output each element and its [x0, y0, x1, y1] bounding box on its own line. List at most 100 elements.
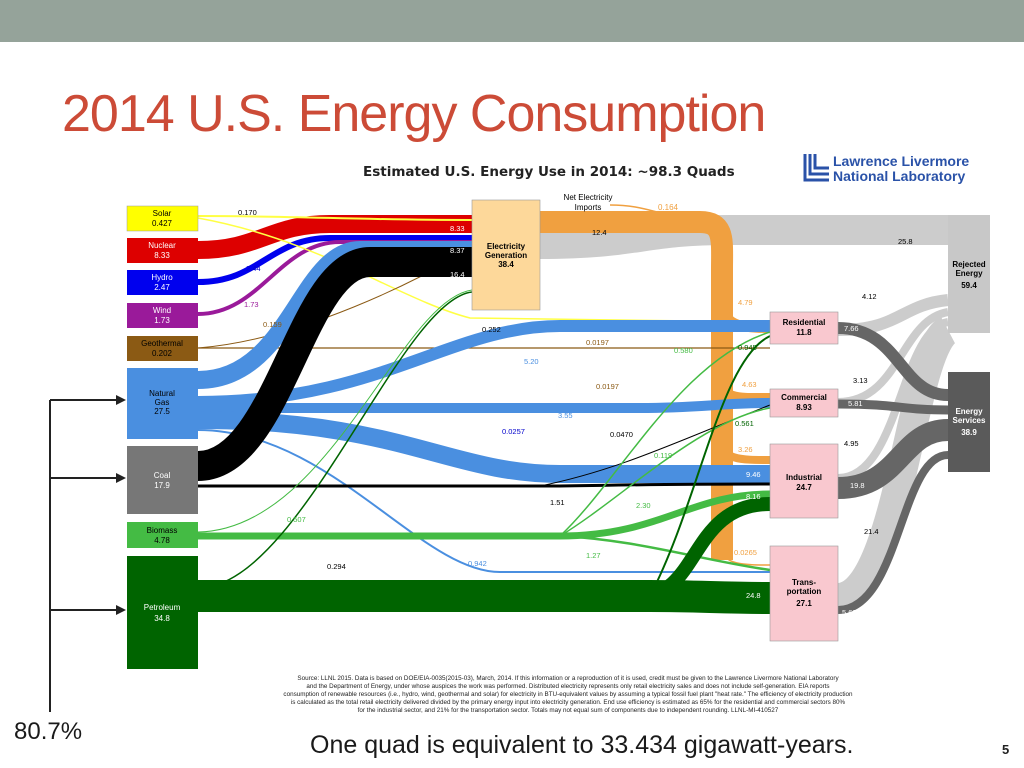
rejected-name: Rejected Energy — [952, 260, 985, 278]
elec-name: Electricity Generation — [485, 242, 527, 260]
flow-solar-elec — [197, 215, 473, 221]
flow-hydro — [197, 235, 472, 285]
source-petroleum-value: 34.8 — [154, 614, 170, 623]
flow-label: 25.8 — [898, 237, 913, 246]
source-petroleum: Petroleum 34.8 — [127, 556, 198, 669]
flow-label: 8.16 — [746, 492, 761, 501]
flow-petro-res — [649, 335, 771, 597]
flow-gas-ind — [197, 411, 770, 483]
flow-biomass-trans — [559, 534, 771, 572]
flow-label: 0.0470 — [610, 430, 633, 439]
energy-services-box: Energy Services 38.9 — [948, 372, 990, 472]
source-geothermal-value: 0.202 — [152, 349, 173, 358]
flow-trans-services — [837, 451, 949, 614]
source-note: Source: LLNL 2015. Data is based on DOE/… — [283, 675, 853, 714]
flow-label: 5.68 — [842, 608, 857, 617]
flow-label: 0.170 — [238, 208, 257, 217]
source-line: is calculated as the total retail electr… — [291, 699, 846, 706]
chart-title: Estimated U.S. Energy Use in 2014: ~98.3… — [363, 164, 735, 180]
flow-label: 12.4 — [592, 228, 607, 237]
source-biomass: Biomass 4.78 — [127, 522, 198, 548]
flow-coal-elec — [196, 247, 472, 481]
arrow-icon — [116, 605, 126, 615]
flow-elec-com — [717, 379, 771, 404]
flow-label: 4.63 — [742, 380, 757, 389]
flow-elec-sectors — [540, 211, 734, 560]
flow-label: 0.507 — [287, 515, 306, 524]
source-gas-name-l2: Gas — [155, 398, 170, 407]
source-biomass-value: 4.78 — [154, 536, 170, 545]
fossil-share-label: 80.7% — [14, 718, 83, 745]
flow-label: 0.580 — [674, 346, 693, 355]
quad-note: One quad is equivalent to 33.434 gigawat… — [310, 731, 854, 759]
sector-residential: Residential 11.8 — [769, 311, 839, 345]
arrow-icon — [116, 395, 126, 405]
llnl-logo: Lawrence Livermore National Laboratory — [803, 153, 969, 184]
sector-commercial-value: 8.93 — [796, 403, 812, 412]
sector-industrial: Industrial 24.7 — [769, 443, 839, 519]
rejected-value: 59.4 — [961, 281, 977, 290]
source-hydro: Hydro 2.47 — [127, 270, 198, 295]
source-geothermal: Geothermal 0.202 — [127, 336, 198, 361]
flow-elec-ind — [718, 439, 771, 464]
flow-net-imports — [609, 204, 701, 219]
electricity-generation-box: Electricity Generation 38.4 — [471, 199, 541, 311]
source-petroleum-name: Petroleum — [144, 603, 181, 612]
source-gas-name: Natural Gas — [149, 389, 175, 407]
fossil-bracket — [49, 395, 126, 712]
flow-label: 4.79 — [738, 298, 753, 307]
sector-commercial: Commercial 8.93 — [769, 388, 839, 418]
flow-res-services — [837, 322, 949, 401]
flow-petro-trans — [198, 580, 771, 614]
flow-label: 0.945 — [738, 343, 757, 352]
net-imports-value: 0.164 — [658, 203, 679, 212]
flow-label: 2.44 — [246, 264, 261, 273]
llnl-logo-icon — [803, 153, 829, 182]
flow-label: 2.30 — [636, 501, 651, 510]
flow-label: 4.95 — [844, 439, 859, 448]
flow-biomass-com — [559, 407, 771, 537]
source-coal-name: Coal — [154, 471, 171, 480]
flow-label: 8.33 — [450, 224, 465, 233]
logo-line1: Lawrence Livermore — [833, 153, 969, 169]
source-nuclear-name: Nuclear — [148, 241, 176, 250]
services-value: 38.9 — [961, 428, 977, 437]
flow-trans-rejected — [835, 316, 958, 613]
flow-label: 1.27 — [586, 551, 601, 560]
slide-top-bar — [0, 0, 1024, 42]
flow-label: 5.81 — [848, 399, 863, 408]
flow-label: 24.8 — [746, 591, 761, 600]
flow-label: 1.73 — [244, 300, 259, 309]
source-coal-value: 17.9 — [154, 481, 170, 490]
source-hydro-name: Hydro — [151, 273, 173, 282]
sector-boxes: Residential 11.8 Commercial 8.93 Industr… — [769, 311, 839, 642]
source-solar-name: Solar — [153, 209, 172, 218]
source-gas-name-l1: Natural — [149, 389, 175, 398]
flow-label: 4.12 — [862, 292, 877, 301]
sector-transportation: Trans-portation 27.1 — [769, 545, 839, 642]
source-biomass-name: Biomass — [147, 526, 178, 535]
flow-label: 0.119 — [654, 451, 672, 460]
sector-industrial-value: 24.7 — [796, 483, 812, 492]
flow-label: 0.252 — [482, 325, 501, 334]
flow-petro-ind — [639, 497, 771, 603]
source-nuclear-value: 8.33 — [154, 251, 170, 260]
flow-label: 21.4 — [864, 527, 879, 536]
flow-biomass-ind — [198, 490, 771, 540]
flow-label: 19.8 — [850, 481, 865, 490]
flow-value-labels: 0.170 8.33 8.37 16.4 12.4 2.44 1.73 0.15… — [238, 208, 913, 617]
sector-industrial-name: Industrial — [786, 473, 822, 482]
flow-label: 0.294 — [327, 562, 346, 571]
flow-wind — [197, 240, 472, 316]
slide-title: 2014 U.S. Energy Consumption — [62, 85, 766, 143]
flow-label: 0.0197 — [596, 382, 619, 391]
flow-label: 3.55 — [558, 411, 573, 420]
logo-line2: National Laboratory — [833, 168, 965, 184]
arrow-icon — [116, 473, 126, 483]
elec-value: 38.4 — [498, 260, 514, 269]
source-nuclear: Nuclear 8.33 — [127, 238, 198, 263]
source-coal: Coal 17.9 — [127, 446, 198, 514]
source-line: for the industrial sector, and 21% for t… — [358, 707, 779, 714]
source-line: Source: LLNL 2015. Data is based on DOE/… — [297, 675, 839, 682]
flow-label: 0.0257 — [502, 427, 525, 436]
